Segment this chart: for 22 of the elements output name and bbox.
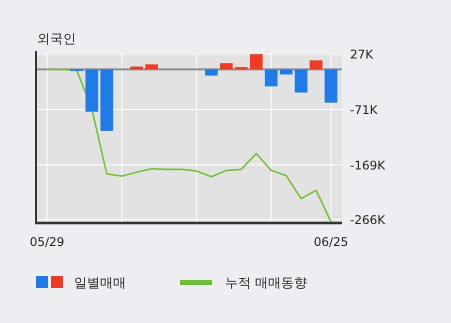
bar <box>85 69 98 112</box>
bar <box>264 69 278 86</box>
x-tick-label: 05/29 <box>30 235 64 249</box>
bar <box>130 66 144 70</box>
bar <box>205 69 218 76</box>
line-series <box>46 68 332 223</box>
bar <box>280 69 293 74</box>
y-tick-label: -169K <box>350 158 386 172</box>
legend-label: 일별매매 <box>74 276 126 291</box>
bar <box>220 63 233 70</box>
chart-title: 외국인 <box>37 32 76 47</box>
bar <box>294 69 308 93</box>
y-tick-label: -266K <box>350 213 386 228</box>
bar <box>250 54 263 70</box>
legend-label: 누적 매매동향 <box>225 276 308 291</box>
bar <box>145 64 158 70</box>
bar <box>100 69 114 131</box>
y-tick-label: 27K <box>350 48 374 62</box>
y-tick-label: -71K <box>350 102 379 117</box>
x-tick-label: 06/25 <box>314 235 348 249</box>
bar <box>324 69 338 103</box>
bar <box>310 60 322 70</box>
